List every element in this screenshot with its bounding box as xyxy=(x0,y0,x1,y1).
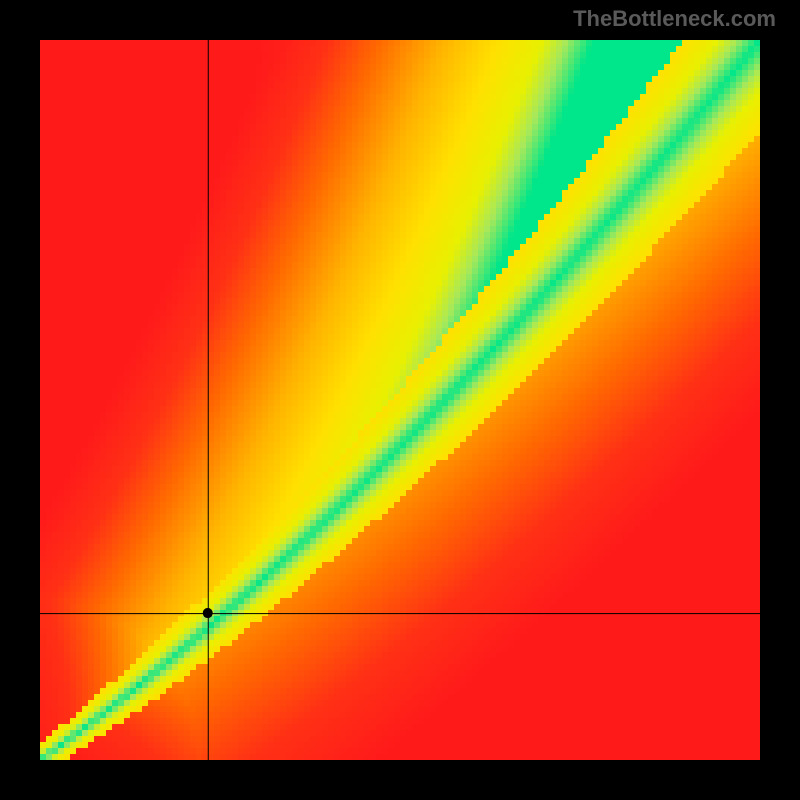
watermark-text: TheBottleneck.com xyxy=(573,6,776,32)
chart-container: TheBottleneck.com xyxy=(0,0,800,800)
bottleneck-heatmap xyxy=(40,40,760,760)
plot-area xyxy=(40,40,760,760)
